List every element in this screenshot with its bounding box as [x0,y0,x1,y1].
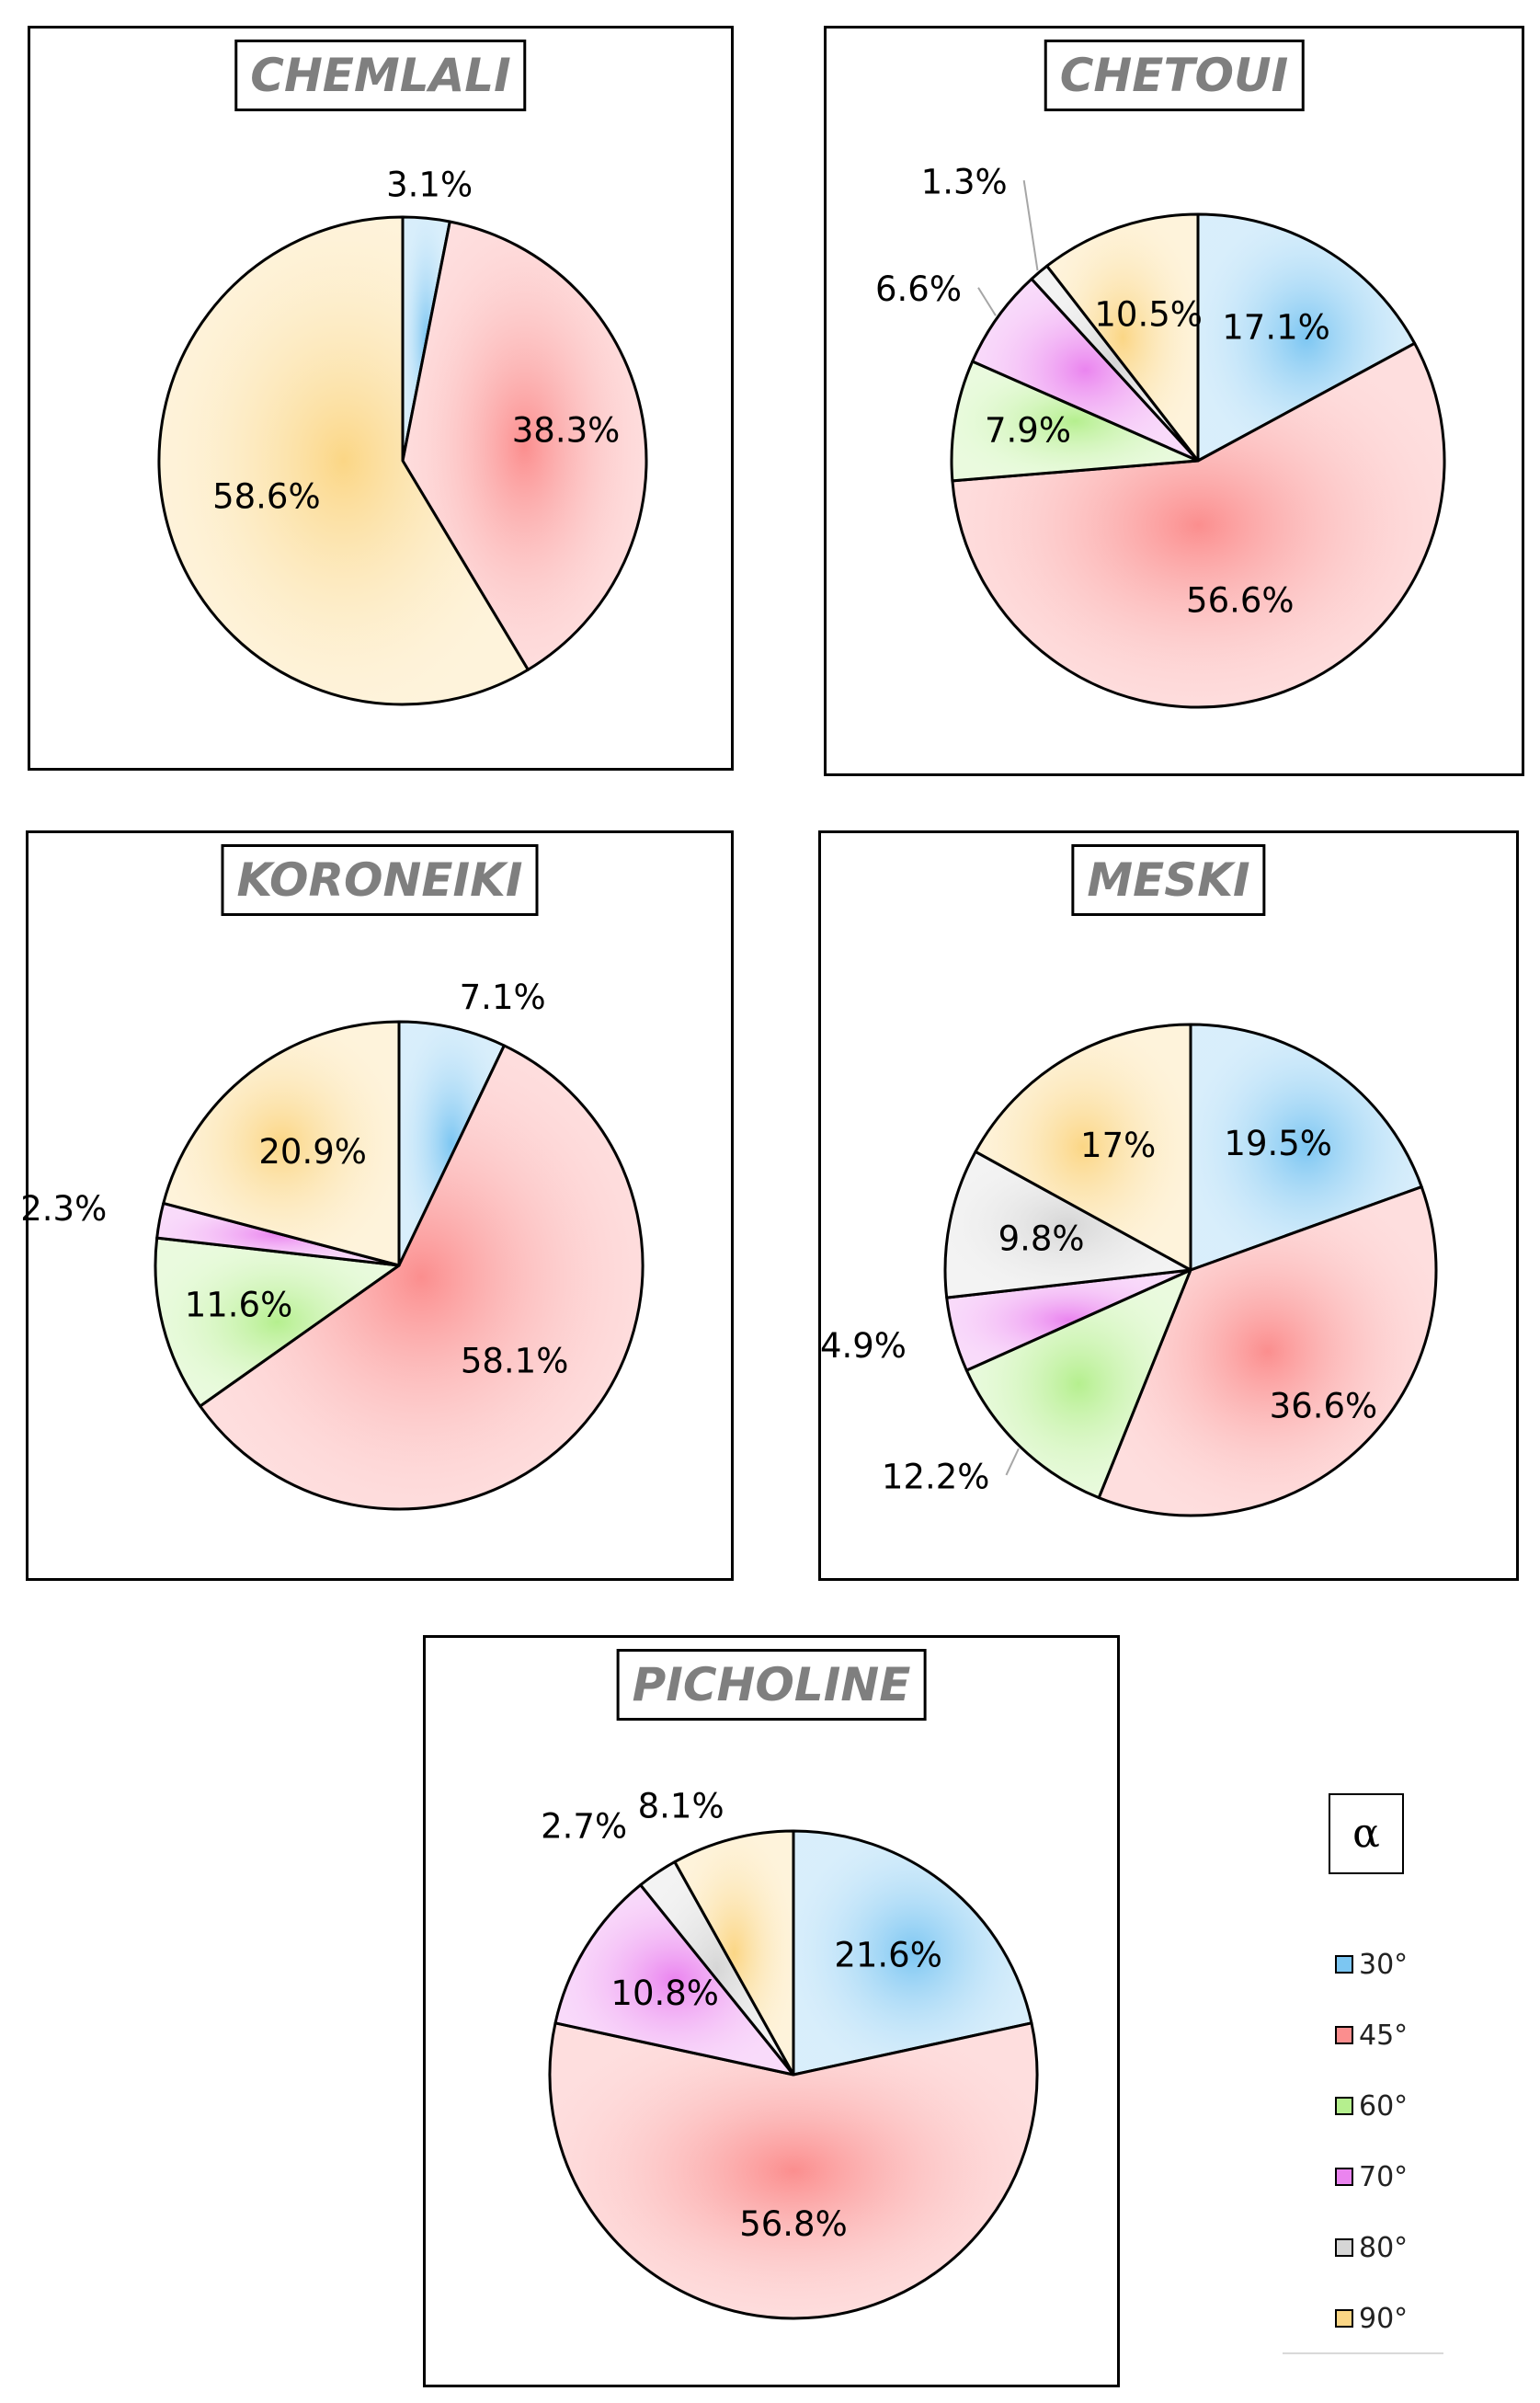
legend-label: 60° [1359,2089,1409,2123]
slice-label: 20.9% [258,1132,367,1172]
legend-item-70deg: 70° [1335,2160,1408,2193]
panel-chetoui: CHETOUI 17.1% 56.6% 7.9% 6.6% 1.3% 10.5% [824,26,1524,776]
slice-label: 2.7% [541,1807,627,1847]
leader-line [1022,179,1039,271]
pie-slice-45deg [951,341,1446,709]
slice-label: 10.5% [1094,294,1203,334]
slice-label: 38.3% [512,411,621,451]
chart-title-chetoui: CHETOUI [1044,40,1305,111]
legend-label: 30° [1359,1948,1409,1981]
pie-slice-60deg [950,360,1200,483]
slice-label: 12.2% [882,1457,990,1496]
pie-slice-60deg [964,1268,1192,1500]
slice-label: 56.8% [739,2204,848,2244]
pie-slice-30deg [1196,212,1417,463]
pie-slice-70deg [971,277,1200,463]
slice-label: 7.1% [460,978,546,1017]
chart-title-meski: MESKI [1071,844,1266,916]
chart-title-koroneiki: KORONEIKI [221,844,539,916]
slice-label: 21.6% [834,1936,942,1975]
slice-label: 4.9% [820,1326,907,1366]
legend-swatch [1335,2097,1353,2115]
pie-slice-90deg [162,1020,401,1267]
pie-slice-70deg [553,1883,795,2077]
slice-label: 17.1% [1222,308,1330,348]
pie-slice-80deg [943,1150,1192,1299]
legend-title: α [1329,1793,1404,1874]
pie-slice-45deg [548,2021,1039,2320]
slice-label: 9.8% [998,1219,1085,1258]
slice-label: 19.5% [1224,1124,1332,1163]
legend-item-80deg: 80° [1335,2231,1408,2264]
legend-label: 45° [1359,2019,1409,2052]
slice-label: 58.6% [212,477,321,517]
pie-chart-chemlali: 3.1% 38.3% 58.6% [157,165,648,706]
panel-picholine: PICHOLINE 21.6% 56.8% 10.8% 2.7% 8.1% [423,1635,1120,2387]
pie-slice-90deg [157,215,530,706]
panel-meski: MESKI 19.5% 36.6% 12.2% 4.9% 9.8% 17% [818,830,1519,1581]
chart-title-picholine: PICHOLINE [616,1649,927,1721]
legend-item-90deg: 90° [1335,2302,1408,2335]
legend-item-45deg: 45° [1335,2019,1408,2052]
legend-label: 70° [1359,2160,1409,2193]
slice-label: 11.6% [185,1285,293,1324]
leader-line [1005,1448,1020,1476]
slice-label: 17% [1080,1126,1156,1165]
pie-slice-90deg [974,1023,1192,1272]
pie-slice-60deg [154,1236,401,1408]
slice-label: 3.1% [386,165,473,204]
pie-chart-meski: 19.5% 36.6% 12.2% 4.9% 9.8% 17% [820,1023,1438,1517]
pie-slice-90deg [1045,212,1200,463]
slice-label: 2.3% [20,1189,107,1229]
pie-chart-picholine: 21.6% 56.8% 10.8% 2.7% 8.1% [541,1787,1039,2320]
legend-swatch [1335,1955,1353,1974]
slice-label: 7.9% [985,410,1071,450]
slice-label: 10.8% [610,1974,719,2013]
slice-label: 6.6% [875,269,962,309]
panel-chemlali: CHEMLALI 3.1% 38.3% 58.6% [28,26,734,771]
legend-item-60deg: 60° [1335,2089,1408,2123]
pie-slice-45deg [199,1044,645,1511]
slice-label: 56.6% [1186,581,1295,621]
pie-chart-koroneiki: 7.1% 58.1% 11.6% 2.3% 20.9% [20,978,645,1511]
panel-koroneiki: KORONEIKI 7.1% 58.1% 11.6% 2.3% 20.9% [20,830,734,1581]
slice-label: 1.3% [921,163,1008,202]
leader-line [977,287,997,316]
legend-swatch [1335,2238,1353,2257]
slice-label: 58.1% [461,1341,569,1380]
legend-swatch [1335,2309,1353,2328]
pie-slice-30deg [792,1829,1033,2077]
pie-slice-30deg [397,1020,506,1267]
pie-slice-90deg [673,1829,795,2077]
slice-label: 36.6% [1270,1387,1378,1426]
pie-slice-45deg [401,220,648,671]
legend-label: 90° [1359,2302,1409,2335]
legend-swatch [1335,2168,1353,2186]
pie-chart-chetoui: 17.1% 56.6% 7.9% 6.6% 1.3% 10.5% [875,163,1446,709]
legend-divider [1283,2352,1443,2354]
legend-item-30deg: 30° [1335,1948,1408,1981]
legend-label: 80° [1359,2231,1409,2264]
chart-title-chemlali: CHEMLALI [234,40,527,111]
pie-slice-45deg [1097,1185,1438,1517]
legend-swatch [1335,2026,1353,2044]
slice-label: 8.1% [638,1787,724,1826]
pie-slice-30deg [1189,1023,1423,1272]
